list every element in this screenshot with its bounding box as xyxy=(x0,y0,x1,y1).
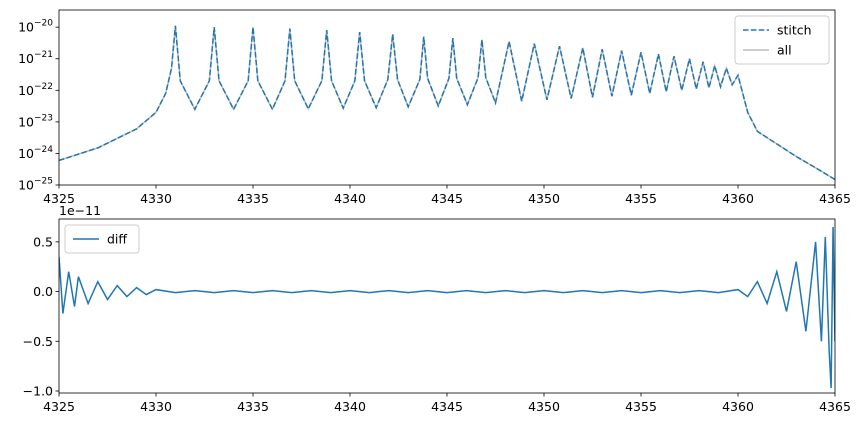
x-tick-label: 4330 xyxy=(140,191,172,206)
offset-text: 1e−11 xyxy=(59,203,101,218)
legend-label: diff xyxy=(107,232,127,247)
y-tick-label: −1.0 xyxy=(23,384,53,399)
y-tick-label: 10−20 xyxy=(18,19,53,35)
x-tick-label: 4340 xyxy=(334,399,366,414)
series-line xyxy=(59,226,835,389)
y-tick-label: 10−25 xyxy=(18,177,53,193)
legend-label: stitch xyxy=(777,23,812,38)
legend: stitch all xyxy=(734,15,830,65)
y-tick-label: 10−23 xyxy=(18,113,53,129)
legend: diff xyxy=(64,224,140,254)
series-line xyxy=(59,25,835,181)
x-tick-label: 4325 xyxy=(43,191,75,206)
x-tick-label: 4355 xyxy=(625,191,657,206)
x-tick-label: 4350 xyxy=(528,399,560,414)
x-tick-label: 4360 xyxy=(722,191,754,206)
y-tick-label: 10−24 xyxy=(18,145,53,161)
y-tick-label: 0.0 xyxy=(33,284,53,299)
x-tick-label: 4365 xyxy=(819,399,851,414)
y-tick-label: 10−21 xyxy=(18,50,53,66)
x-tick-label: 4345 xyxy=(431,399,463,414)
x-tick-label: 4340 xyxy=(334,191,366,206)
y-tick-label: 0.5 xyxy=(33,234,53,249)
x-tick-label: 4335 xyxy=(237,191,269,206)
series-line xyxy=(59,25,835,181)
axes: 4325 4330 4335 4340 4345 4350 4355 4360 4365 0.5 0… xyxy=(23,203,851,414)
x-tick-label: 4345 xyxy=(431,191,463,206)
x-tick-label: 4325 xyxy=(43,399,75,414)
legend-label: all xyxy=(777,43,792,58)
x-tick-label: 4350 xyxy=(528,191,560,206)
axes-frame xyxy=(58,218,836,394)
legend-box xyxy=(64,224,140,254)
axes-frame xyxy=(58,9,836,186)
x-tick-label: 4355 xyxy=(625,399,657,414)
x-tick-label: 4365 xyxy=(819,191,851,206)
y-tick-label: 10−22 xyxy=(18,82,53,98)
axes: 4325 4330 4335 4340 4345 4350 4355 4360 4365 10−2… xyxy=(18,9,851,206)
x-tick-label: 4330 xyxy=(140,399,172,414)
x-tick-label: 4335 xyxy=(237,399,269,414)
y-tick-label: −0.5 xyxy=(23,334,53,349)
legend-box xyxy=(734,15,830,65)
x-tick-label: 4360 xyxy=(722,399,754,414)
